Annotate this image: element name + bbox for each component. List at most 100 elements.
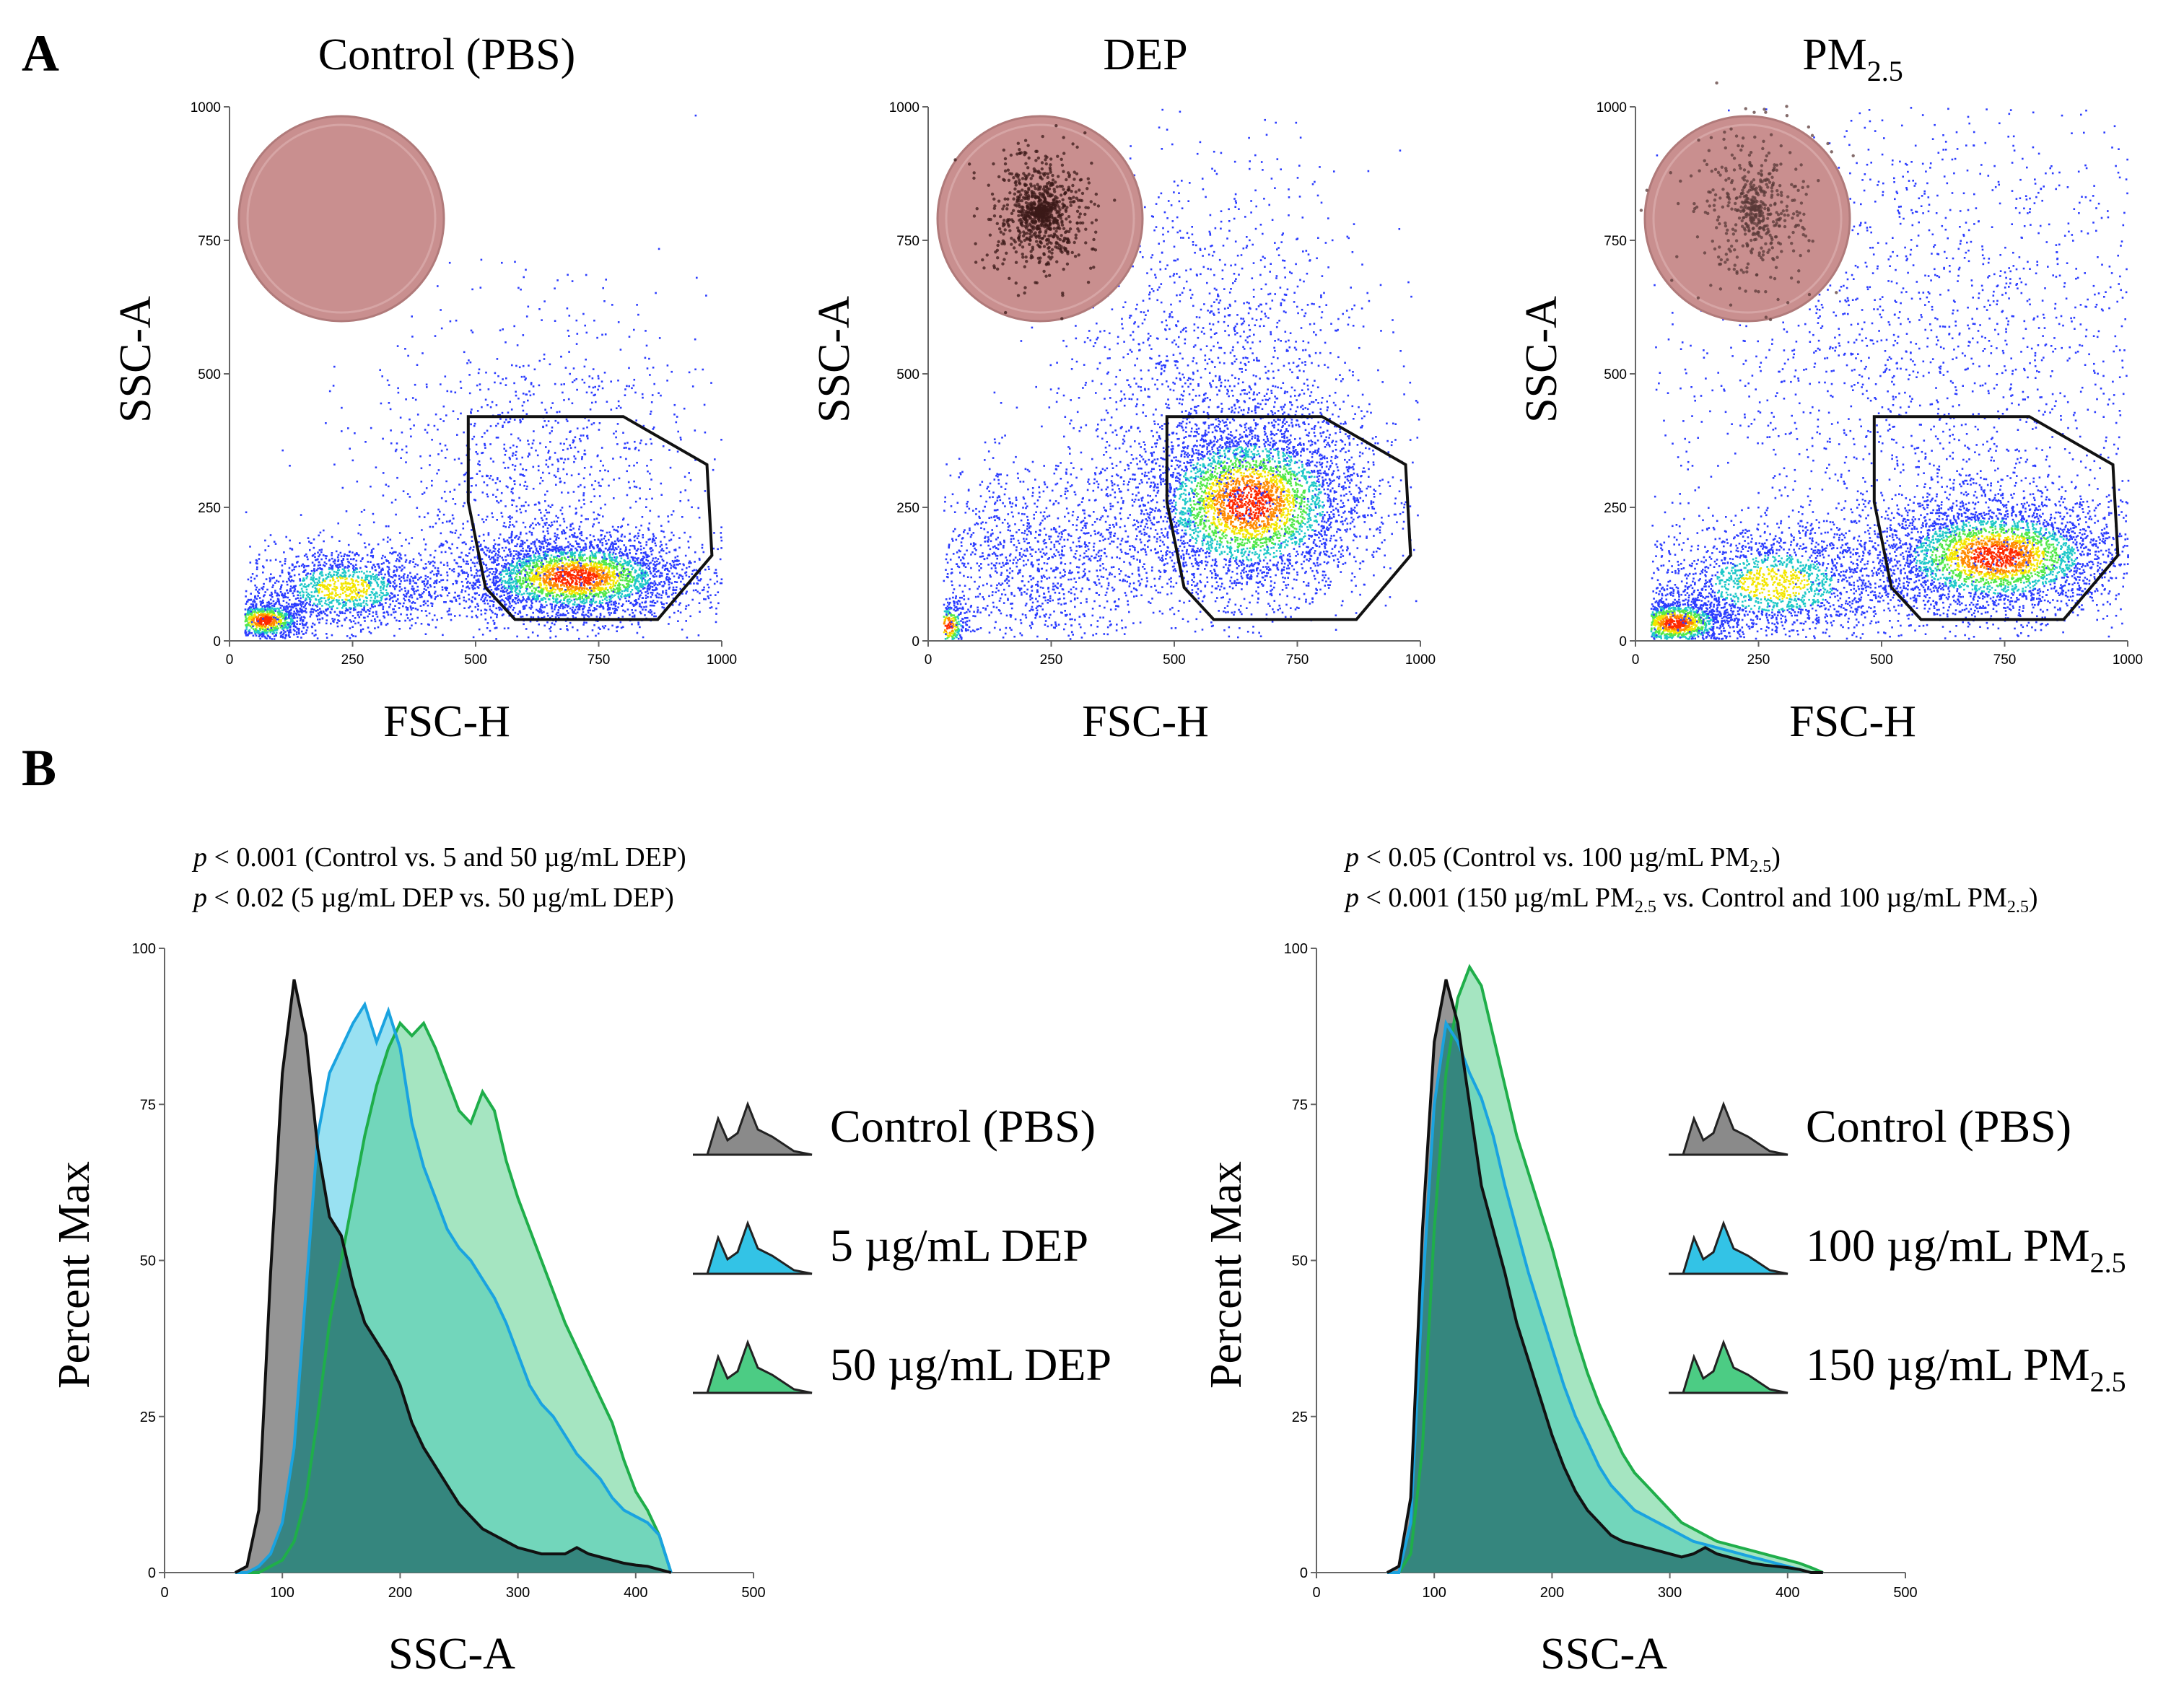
scatter-point — [547, 533, 549, 535]
scatter-point — [379, 602, 381, 604]
scatter-point — [323, 554, 325, 556]
scatter-point — [652, 594, 654, 596]
scatter-point — [526, 563, 528, 565]
scatter-point — [650, 592, 652, 594]
scatter-point — [467, 574, 469, 576]
scatter-point — [292, 569, 294, 572]
scatter-point — [367, 604, 369, 606]
scatter-point — [318, 614, 320, 616]
scatter-point — [313, 538, 315, 541]
scatter-point — [383, 595, 385, 597]
scatter-point — [654, 561, 656, 563]
scatter-point — [466, 600, 468, 603]
scatter-point — [555, 616, 557, 618]
scatter-point — [458, 537, 460, 539]
scatter-point — [406, 577, 409, 579]
scatter-point — [393, 565, 396, 567]
scatter-point — [463, 541, 466, 543]
scatter-point — [420, 605, 422, 607]
scatter-point — [540, 606, 542, 608]
scatter-point — [333, 621, 335, 623]
scatter-point — [319, 554, 321, 556]
scatter-point — [258, 554, 261, 556]
scatter-point — [337, 560, 339, 562]
scatter-point — [334, 581, 336, 583]
scatter-point — [383, 562, 385, 564]
scatter-point — [297, 590, 299, 593]
scatter-point — [263, 615, 265, 617]
scatter-point — [360, 613, 362, 616]
scatter-point — [580, 551, 582, 553]
scatter-point — [318, 580, 320, 582]
scatter-point — [509, 595, 511, 597]
scatter-point — [341, 585, 344, 587]
scatter-point — [567, 569, 569, 571]
scatter-point — [349, 561, 351, 564]
scatter-point — [665, 543, 668, 546]
scatter-point — [346, 617, 348, 619]
scatter-point — [300, 601, 302, 603]
scatter-point — [494, 583, 497, 585]
scatter-point — [312, 555, 314, 557]
scatter-point — [585, 622, 588, 624]
scatter-point — [637, 564, 639, 567]
scatter-point — [650, 596, 652, 598]
scatter-point — [270, 559, 272, 561]
scatter-point — [452, 532, 454, 534]
scatter-point — [593, 523, 595, 525]
scatter-point — [313, 568, 315, 570]
scatter-point — [375, 601, 377, 603]
scatter-point — [245, 590, 248, 593]
scatter-point — [678, 537, 681, 539]
scatter-point — [525, 554, 528, 556]
scatter-point — [442, 589, 444, 591]
scatter-point — [410, 613, 412, 616]
scatter-point — [613, 529, 616, 531]
scatter-point — [346, 577, 348, 580]
scatter-point — [388, 569, 390, 571]
scatter-point — [590, 556, 592, 559]
scatter-point — [296, 631, 298, 634]
scatter-point — [580, 521, 582, 523]
scatter-point — [713, 532, 715, 534]
scatter-point — [462, 585, 464, 587]
scatter-point — [499, 556, 501, 558]
scatter-point — [567, 600, 569, 603]
scatter-point — [569, 598, 571, 600]
scatter-point — [627, 557, 629, 559]
scatter-point — [554, 592, 556, 594]
scatter-point — [397, 554, 399, 556]
scatter-point — [560, 573, 562, 575]
scatter-point — [436, 575, 438, 577]
scatter-point — [655, 616, 657, 618]
scatter-point — [372, 615, 374, 617]
scatter-point — [596, 605, 598, 607]
scatter-point — [401, 558, 403, 560]
scatter-point — [582, 565, 585, 567]
scatter-point — [260, 600, 262, 603]
scatter-point — [434, 598, 436, 600]
scatter-point — [246, 601, 248, 603]
scatter-point — [364, 542, 366, 544]
scatter-point — [710, 602, 712, 604]
scatter-point — [556, 557, 558, 559]
scatter-point — [680, 588, 682, 590]
scatter-point — [350, 559, 352, 561]
scatter-point — [312, 623, 314, 625]
scatter-point — [573, 553, 575, 555]
scatter-point — [269, 580, 271, 582]
scatter-point — [567, 612, 569, 614]
scatter-point — [515, 612, 517, 614]
scatter-point — [331, 576, 333, 578]
scatter-point — [455, 530, 458, 532]
scatter-point — [286, 622, 288, 624]
scatter-point — [323, 564, 325, 567]
scatter-point — [549, 557, 551, 559]
y-axis-title: SSC-A — [111, 296, 160, 423]
scatter-point — [287, 584, 289, 586]
scatter-point — [346, 567, 349, 569]
scatter-point — [592, 629, 594, 631]
scatter-point — [255, 589, 257, 591]
scatter-point — [409, 543, 411, 545]
scatter-point — [281, 616, 283, 618]
